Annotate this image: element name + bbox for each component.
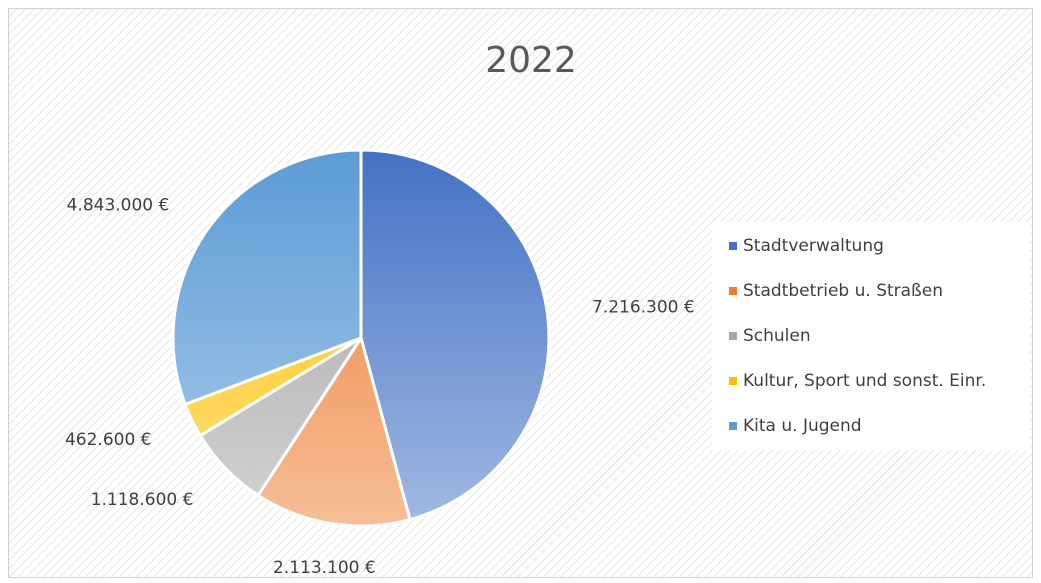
pie-slice	[171, 148, 363, 407]
legend-swatch	[729, 287, 737, 295]
legend-label: Kita u. Jugend	[743, 416, 862, 436]
legend-swatch	[729, 332, 737, 340]
legend-label: Stadtverwaltung	[743, 236, 884, 256]
data-label: 7.216.300 €	[592, 297, 695, 317]
pie-slice	[255, 334, 412, 528]
data-label: 462.600 €	[65, 430, 152, 450]
legend-swatch	[729, 242, 737, 250]
legend-label: Kultur, Sport und sonst. Einr.	[743, 371, 986, 391]
legend-label: Schulen	[743, 326, 811, 346]
data-label: 4.843.000 €	[67, 195, 170, 215]
legend-label: Stadtbetrieb u. Straßen	[743, 281, 943, 301]
legend-swatch	[729, 422, 737, 430]
chart-title: 2022	[485, 40, 577, 81]
data-label: 1.118.600 €	[91, 490, 194, 510]
data-label: 2.113.100 €	[273, 558, 376, 578]
legend-swatch	[729, 377, 737, 385]
legend-box	[712, 222, 1030, 450]
pie-slice	[359, 148, 551, 522]
